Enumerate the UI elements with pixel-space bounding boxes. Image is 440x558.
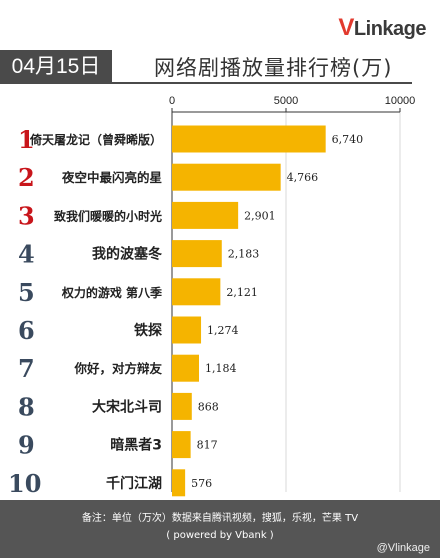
category-label: 夜空中最闪亮的星 — [61, 170, 162, 185]
rank-number: 6 — [18, 316, 35, 345]
value-label: 2,183 — [228, 248, 260, 261]
category-label: 致我们暖暖的小时光 — [54, 208, 162, 223]
bar — [172, 354, 199, 382]
x-tick-label: 0 — [169, 95, 175, 107]
value-label: 576 — [191, 477, 212, 490]
rank-number: 4 — [18, 240, 35, 269]
value-label: 868 — [198, 400, 219, 413]
chart-title: 网络剧播放量排行榜(万) — [154, 56, 393, 80]
rank-number: 10 — [8, 469, 41, 498]
category-label: 我的波塞冬 — [92, 246, 162, 263]
rank-number: 5 — [18, 278, 35, 307]
value-label: 6,740 — [332, 133, 364, 146]
footer-note: 备注：单位（万次）数据来自腾讯视频，搜狐，乐视，芒果 TV — [81, 513, 359, 524]
bar — [172, 240, 222, 268]
rank-number: 3 — [18, 201, 35, 230]
footer: 备注：单位（万次）数据来自腾讯视频，搜狐，乐视，芒果 TV ( powered … — [0, 500, 440, 558]
date-badge: 04月15日 — [0, 50, 112, 84]
category-label: 千门江湖 — [106, 475, 162, 492]
value-label: 4,766 — [287, 171, 319, 184]
category-label: 大宋北斗司 — [92, 398, 162, 415]
x-tick-label: 10000 — [385, 95, 416, 107]
watermark: @Vlinkage — [376, 542, 430, 554]
rank-number: 9 — [18, 431, 35, 460]
value-label: 817 — [197, 439, 218, 452]
category-label: 铁探 — [134, 322, 162, 339]
x-tick-label: 5000 — [274, 95, 298, 107]
value-label: 2,901 — [244, 209, 276, 222]
header-divider — [112, 82, 412, 84]
bar — [172, 392, 192, 420]
bar — [172, 201, 239, 229]
category-label: 倚天屠龙记（曾舜晞版） — [29, 132, 162, 147]
bar — [172, 431, 191, 459]
category-label: 暗黑者3 — [110, 437, 162, 454]
bar — [172, 316, 202, 344]
rank-number: 1 — [18, 125, 35, 154]
bar — [172, 278, 221, 306]
vlinkage-logo: VLinkage — [338, 14, 426, 41]
value-label: 2,121 — [226, 286, 258, 299]
rank-number: 8 — [18, 392, 35, 421]
rank-number: 2 — [18, 163, 35, 192]
category-label: 你好，对方辩友 — [73, 361, 162, 376]
footer-powered-by: ( powered by Vbank ) — [166, 530, 274, 541]
bar — [172, 125, 326, 153]
bar — [172, 163, 281, 191]
rank-number: 7 — [18, 354, 35, 383]
category-label: 权力的游戏 第八季 — [61, 285, 163, 300]
bar — [172, 469, 186, 497]
value-label: 1,184 — [205, 362, 237, 375]
value-label: 1,274 — [207, 324, 239, 337]
